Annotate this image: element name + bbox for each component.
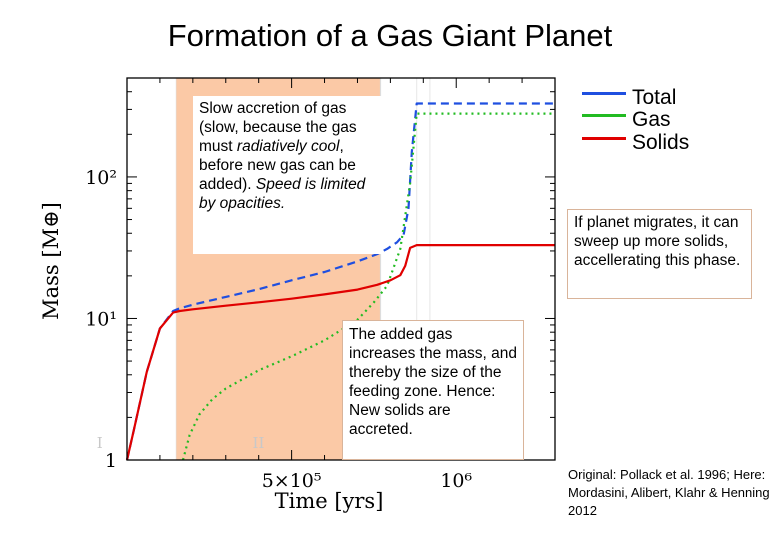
series-line-total	[125, 102, 555, 461]
axis-ticks: 1 10¹ 10² 5×10⁵ 10⁶	[85, 77, 556, 492]
phase-label: I	[97, 434, 103, 452]
legend-label-solids: Solids	[632, 131, 690, 154]
annotation-slow-accretion: Slow accretion of gas (slow, because the…	[193, 96, 383, 254]
series-lines	[125, 102, 555, 461]
legend-swatch-total	[582, 92, 626, 95]
y-tick-label: 10¹	[85, 308, 117, 330]
annotation-part: Slow accretion of gas (slow, because the…	[199, 100, 357, 155]
plot-frame	[126, 77, 556, 461]
series-line-gas	[181, 112, 555, 461]
y-axis-label: Mass [M⊕]	[39, 202, 63, 320]
annotation-part: , before new gas can be added).	[199, 138, 356, 193]
source-note: Original: Pollack et al. 1996; Here: Mor…	[568, 467, 770, 518]
x-tick-label: 10⁶	[440, 470, 472, 492]
legend-swatch-solids	[582, 137, 626, 140]
x-tick-label: 5×10⁵	[262, 470, 322, 492]
annotation-migration: If planet migrates, it can sweep up more…	[567, 209, 752, 299]
series-line-solids	[125, 244, 555, 461]
plot-axes	[126, 77, 556, 461]
annotation-part-italic: Speed is limited by opacities.	[199, 176, 366, 212]
axis-labels: Time [yrs] Mass [M⊕]	[39, 202, 383, 513]
page-title: Formation of a Gas Giant Planet	[167, 18, 613, 53]
legend-swatch-gas	[582, 114, 626, 117]
annotation-part-italic: radiatively cool	[236, 138, 340, 155]
y-tick-label: 10²	[85, 167, 117, 189]
phase-label: II	[253, 434, 265, 452]
legend-label-total: Total	[632, 86, 677, 109]
x-axis-label: Time [yrs]	[275, 489, 384, 513]
legend-label-gas: Gas	[632, 108, 671, 131]
annotation-added-gas: The added gas increases the mass, and th…	[342, 320, 524, 460]
y-tick-label: 1	[105, 450, 117, 472]
